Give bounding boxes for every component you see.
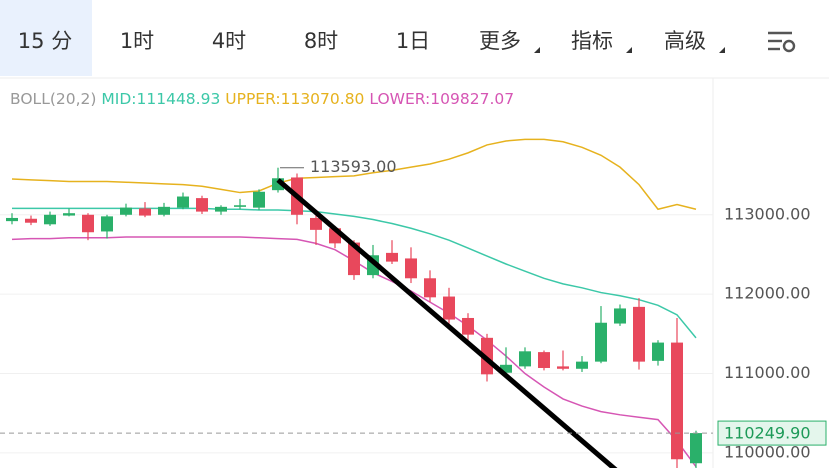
candle-body	[671, 342, 683, 460]
candle-body	[462, 317, 474, 335]
indicator-legend: BOLL(20,2) MID:111448.93 UPPER:113070.80…	[10, 90, 514, 108]
settings-icon[interactable]	[768, 31, 796, 53]
peak-label: 113593.00	[310, 157, 397, 176]
candle-body	[538, 352, 550, 368]
trend-line-drawing	[276, 178, 618, 468]
tab[interactable]: 15 分	[18, 29, 72, 53]
dropdown-arrow	[719, 47, 725, 53]
candle-body	[139, 208, 151, 216]
candle-body	[196, 198, 208, 212]
candle-body	[386, 252, 398, 262]
candle-body	[595, 322, 607, 362]
tab[interactable]: 高级	[664, 29, 706, 53]
indicator-label: LOWER:109827.07	[369, 90, 514, 108]
indicator-label: MID:111448.93	[101, 90, 220, 108]
indicator-label: BOLL(20,2)	[10, 90, 96, 108]
y-tick-label: 112000.00	[724, 284, 811, 303]
candle-body	[633, 306, 645, 362]
candle-body	[158, 206, 170, 215]
candle-body	[443, 296, 455, 320]
candle-body	[310, 217, 322, 230]
candle-body	[405, 258, 417, 279]
tab[interactable]: 8时	[304, 29, 338, 53]
candle-body	[424, 278, 436, 298]
y-tick-label: 113000.00	[724, 204, 811, 223]
candle-body	[177, 196, 189, 208]
candle-body	[25, 218, 37, 223]
dropdown-arrow	[626, 47, 632, 53]
candle-body	[44, 214, 56, 225]
candle-body	[82, 214, 94, 233]
candle-body	[519, 351, 531, 367]
candle-body	[215, 206, 227, 212]
last-price-box	[717, 420, 827, 446]
y-tick-label: 111000.00	[724, 363, 811, 382]
tab[interactable]: 1日	[396, 29, 430, 53]
candle-body	[690, 433, 702, 464]
candle-body	[576, 361, 588, 369]
candle-body	[557, 366, 569, 369]
indicator-label: UPPER:113070.80	[225, 90, 364, 108]
candle-body	[272, 178, 284, 191]
candle-body	[101, 216, 113, 232]
candle-body	[63, 213, 75, 216]
dropdown-arrow	[534, 47, 540, 53]
candle-body	[500, 364, 512, 373]
tab[interactable]: 更多	[479, 29, 521, 53]
candle-body	[234, 205, 246, 207]
band-line	[11, 138, 697, 211]
y-tick-label: 110000.00	[724, 442, 811, 461]
tab[interactable]: 1时	[120, 29, 154, 53]
tab[interactable]: 指标	[571, 29, 613, 53]
candle-body	[120, 207, 132, 215]
candle-body	[652, 342, 664, 361]
selected-tab-bg	[0, 0, 92, 76]
last-price-label: 110249.90	[724, 424, 811, 443]
candle-body	[614, 308, 626, 324]
candle-body	[6, 217, 18, 222]
candle-body	[253, 191, 265, 208]
tab[interactable]: 4时	[212, 29, 246, 53]
